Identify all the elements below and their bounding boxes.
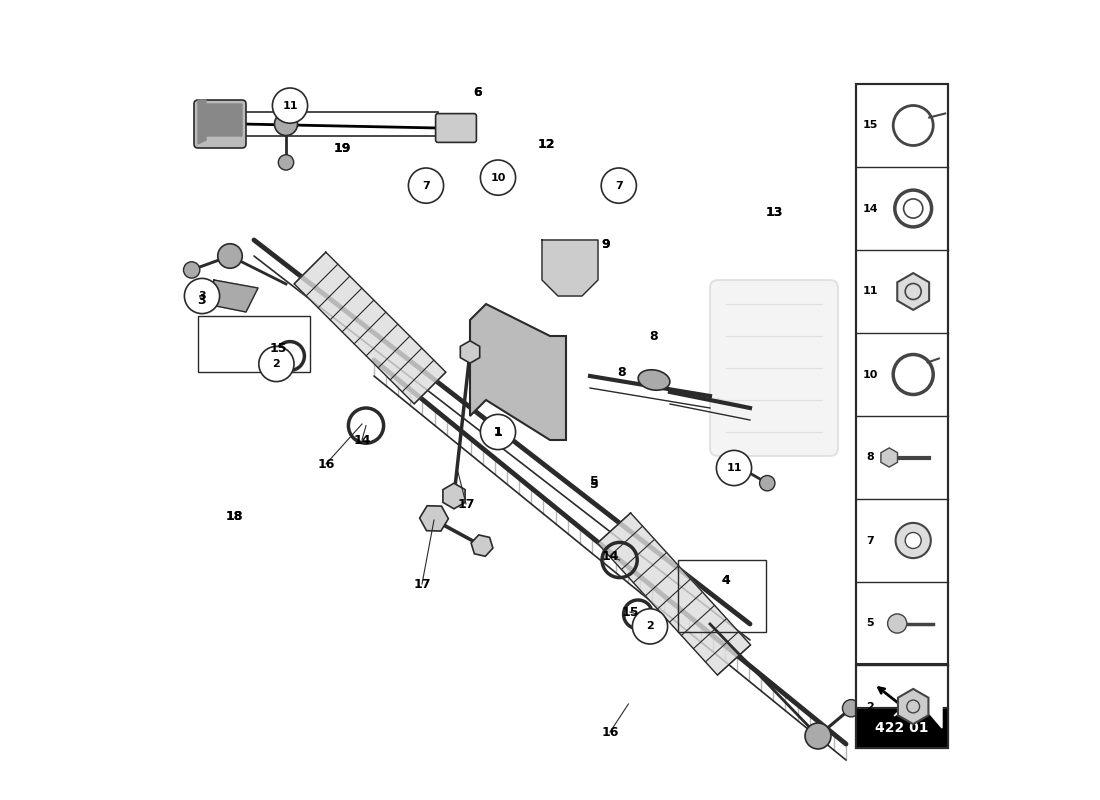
Circle shape <box>895 523 931 558</box>
Text: 14: 14 <box>862 203 878 214</box>
Text: 2: 2 <box>273 359 280 369</box>
Circle shape <box>632 609 668 644</box>
Bar <box>238 112 438 136</box>
Text: 2: 2 <box>866 702 873 711</box>
Text: 14: 14 <box>602 550 618 562</box>
FancyBboxPatch shape <box>710 280 838 456</box>
Polygon shape <box>198 100 242 144</box>
Text: 18: 18 <box>226 510 243 522</box>
Bar <box>856 664 947 708</box>
Text: 8: 8 <box>650 330 658 342</box>
Polygon shape <box>294 252 446 404</box>
Text: 5: 5 <box>866 618 873 629</box>
Circle shape <box>805 723 830 749</box>
Bar <box>856 84 947 748</box>
Circle shape <box>258 346 294 382</box>
Circle shape <box>481 414 516 450</box>
Text: 10: 10 <box>862 370 878 379</box>
Text: 9: 9 <box>602 238 610 250</box>
Circle shape <box>888 614 906 633</box>
Circle shape <box>760 475 774 491</box>
Text: 8: 8 <box>866 453 873 462</box>
Text: 15: 15 <box>862 121 878 130</box>
Text: 8: 8 <box>618 366 626 378</box>
Text: 19: 19 <box>333 142 351 154</box>
Circle shape <box>218 244 242 268</box>
Text: 1: 1 <box>494 426 503 438</box>
Text: 13: 13 <box>766 206 783 218</box>
Text: 16: 16 <box>317 458 334 470</box>
Bar <box>678 560 766 632</box>
Text: 17: 17 <box>414 578 431 590</box>
Text: 19: 19 <box>333 142 351 154</box>
Text: 7: 7 <box>422 181 430 190</box>
Text: 11: 11 <box>283 101 298 110</box>
Text: 6: 6 <box>474 86 482 98</box>
Text: 11: 11 <box>862 286 878 297</box>
Polygon shape <box>597 513 750 675</box>
Bar <box>856 708 947 748</box>
Polygon shape <box>470 304 566 440</box>
Circle shape <box>716 450 751 486</box>
Text: 5: 5 <box>590 478 598 490</box>
FancyBboxPatch shape <box>436 114 476 142</box>
Text: 3: 3 <box>198 291 206 301</box>
Text: 16: 16 <box>602 726 618 738</box>
Text: 6: 6 <box>474 86 482 98</box>
Text: 422 01: 422 01 <box>874 721 928 735</box>
Text: 7: 7 <box>866 535 873 546</box>
Circle shape <box>905 533 921 549</box>
Text: 14: 14 <box>353 434 371 446</box>
Text: 3: 3 <box>198 294 207 306</box>
Text: 12: 12 <box>537 138 554 150</box>
Text: 1: 1 <box>494 426 503 438</box>
Circle shape <box>273 88 308 123</box>
Text: 5: 5 <box>590 475 598 488</box>
Circle shape <box>278 154 294 170</box>
Text: 2: 2 <box>646 622 653 631</box>
Text: 10: 10 <box>491 173 506 182</box>
Bar <box>198 316 310 372</box>
Text: 12: 12 <box>537 138 554 150</box>
Bar <box>856 84 947 748</box>
Circle shape <box>275 113 297 135</box>
Text: 9: 9 <box>602 238 610 250</box>
Text: 15: 15 <box>270 342 287 354</box>
Text: 4: 4 <box>722 574 730 586</box>
Text: 11: 11 <box>726 463 741 473</box>
Circle shape <box>185 278 220 314</box>
Polygon shape <box>206 280 258 312</box>
Circle shape <box>602 168 637 203</box>
Text: 18: 18 <box>226 510 243 522</box>
Circle shape <box>723 453 746 475</box>
Ellipse shape <box>638 370 670 390</box>
FancyBboxPatch shape <box>194 100 246 148</box>
Text: 13: 13 <box>766 206 783 218</box>
Circle shape <box>408 168 443 203</box>
Text: 17: 17 <box>458 498 475 510</box>
Polygon shape <box>542 240 598 296</box>
Circle shape <box>843 699 860 717</box>
Text: 15: 15 <box>621 606 639 618</box>
Text: 7: 7 <box>615 181 623 190</box>
Polygon shape <box>878 676 942 728</box>
Text: 1: 1 <box>494 427 502 437</box>
Circle shape <box>184 262 200 278</box>
Text: 4: 4 <box>722 574 730 586</box>
Circle shape <box>481 160 516 195</box>
